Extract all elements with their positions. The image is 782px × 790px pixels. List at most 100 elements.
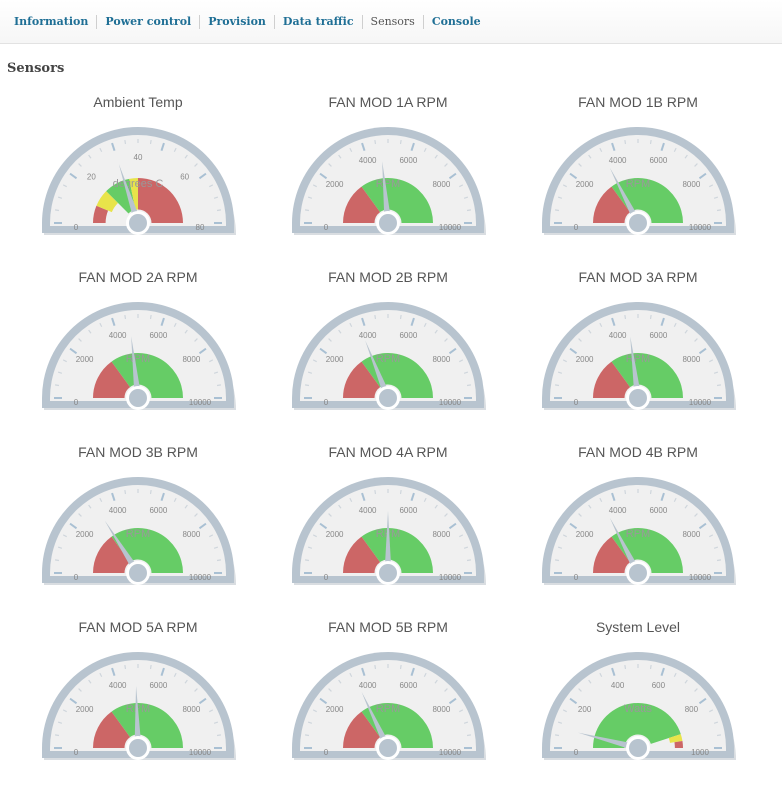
gauge-tick — [160, 142, 165, 152]
gauge-tick — [399, 489, 402, 495]
gauge-tick — [463, 546, 469, 549]
gauge-tick-label: 8000 — [682, 180, 700, 189]
gauge-tick — [184, 154, 188, 159]
gauge-tick — [410, 317, 415, 327]
gauge-hub — [629, 564, 647, 582]
gauge-tick — [698, 697, 707, 705]
gauge-tick — [557, 196, 563, 199]
gauge-tick — [374, 139, 377, 145]
gauge-tick — [611, 317, 616, 327]
gauge-hub — [379, 214, 397, 232]
gauge-tick-label: 0 — [74, 573, 79, 582]
gauge-tick — [57, 721, 63, 724]
gauge-band-green — [611, 528, 683, 573]
gauge-hub — [379, 389, 397, 407]
gauge-tick — [88, 329, 92, 334]
gauge-tick — [312, 709, 317, 713]
gauge-tick-label: 10000 — [689, 223, 712, 232]
gauge-tick-label: 2000 — [326, 705, 344, 714]
gauge-tick — [463, 196, 469, 199]
gauge-tick — [124, 139, 127, 145]
gauge-tick-label: 10000 — [689, 573, 712, 582]
gauge-tick — [213, 546, 219, 549]
gauge-band-green — [111, 528, 183, 573]
gauge-units-label: RPM — [376, 178, 400, 190]
gauge-tick — [57, 196, 63, 199]
gauge-tick — [213, 721, 219, 724]
gauge-tick — [588, 504, 592, 509]
gauge-tick — [304, 559, 310, 562]
gauge-tick — [99, 147, 103, 152]
gauge-tick — [198, 697, 207, 705]
gauge-band-green — [611, 353, 683, 398]
gauge-tick — [713, 721, 719, 724]
gauge-hub — [129, 564, 147, 582]
gauge-tick-label: 4000 — [609, 506, 627, 515]
gauge-tick — [649, 139, 652, 145]
gauge-tick-label: 8000 — [182, 705, 200, 714]
gauge-tick — [328, 513, 332, 517]
tab-data-traffic[interactable]: Data traffic — [273, 14, 362, 29]
gauge-tick — [698, 522, 707, 530]
gauge-tick — [684, 679, 688, 684]
gauge-tick-label: 8000 — [682, 530, 700, 539]
gauge-tick-label: 4000 — [359, 506, 377, 515]
gauge-tick — [399, 314, 402, 320]
gauge-tick — [57, 546, 63, 549]
gauge-tick — [338, 329, 342, 334]
gauge-tick — [673, 672, 677, 677]
gauge-tick — [361, 492, 366, 502]
tab-sensors[interactable]: Sensors — [361, 14, 423, 29]
gauge-band-red — [93, 361, 131, 398]
tab-information[interactable]: Information — [14, 14, 89, 28]
gauge-tick — [716, 384, 722, 387]
tab-console[interactable]: Console — [422, 14, 489, 29]
gauge-tick — [562, 184, 567, 188]
gauge-hub — [629, 739, 647, 757]
gauge-tick — [569, 172, 578, 180]
gauge-tick — [673, 147, 677, 152]
gauge-tick — [54, 734, 60, 737]
gauge-tick-label: 6000 — [649, 156, 667, 165]
gauge-band-green — [361, 528, 433, 573]
gauge-tick-label: 4000 — [609, 156, 627, 165]
gauge-needle — [630, 336, 642, 399]
gauge-tick — [434, 329, 438, 334]
gauge-tick-label: 2000 — [76, 530, 94, 539]
gauge-title: FAN MOD 5B RPM — [328, 619, 448, 635]
gauge-needle — [609, 167, 642, 225]
gauge-tick — [304, 209, 310, 212]
gauge-tick — [216, 734, 222, 737]
tab-power-control[interactable]: Power control — [96, 14, 199, 29]
gauge-tick — [194, 163, 198, 167]
gauge-band-green — [611, 178, 683, 223]
gauge-tick — [463, 721, 469, 724]
gauge-tick-label: 4000 — [609, 331, 627, 340]
gauge-tick — [578, 688, 582, 692]
gauge-tick-label: 8000 — [432, 180, 450, 189]
gauge-tick — [466, 384, 472, 387]
gauge-band-red — [593, 186, 631, 223]
gauge-tick — [361, 142, 366, 152]
gauge-tick-label: 2000 — [326, 355, 344, 364]
gauge-tick — [466, 734, 472, 737]
gauge-tick-label: 8000 — [182, 530, 200, 539]
gauge-tick — [694, 688, 698, 692]
gauge-tick-label: 8000 — [432, 355, 450, 364]
gauge-tick — [569, 347, 578, 355]
gauge-tick — [611, 492, 616, 502]
gauge-tick — [709, 184, 714, 188]
gauge-tick — [124, 314, 127, 320]
gauge-tick-label: 0 — [74, 398, 79, 407]
gauge-tick — [57, 371, 63, 374]
gauge-tick — [554, 384, 560, 387]
gauge-dial: 0 2000 4000 6000 8000 10000 RPM — [292, 127, 486, 235]
gauge-tick-label: 8000 — [182, 355, 200, 364]
gauge-tick — [588, 154, 592, 159]
tab-provision[interactable]: Provision — [199, 14, 274, 29]
gauge-units-label: RPM — [626, 528, 650, 540]
gauge-units-label: Watts — [624, 703, 652, 715]
gauge-hub — [129, 739, 147, 757]
gauge-tick — [399, 664, 402, 670]
gauge-tick-label: 10000 — [189, 573, 212, 582]
